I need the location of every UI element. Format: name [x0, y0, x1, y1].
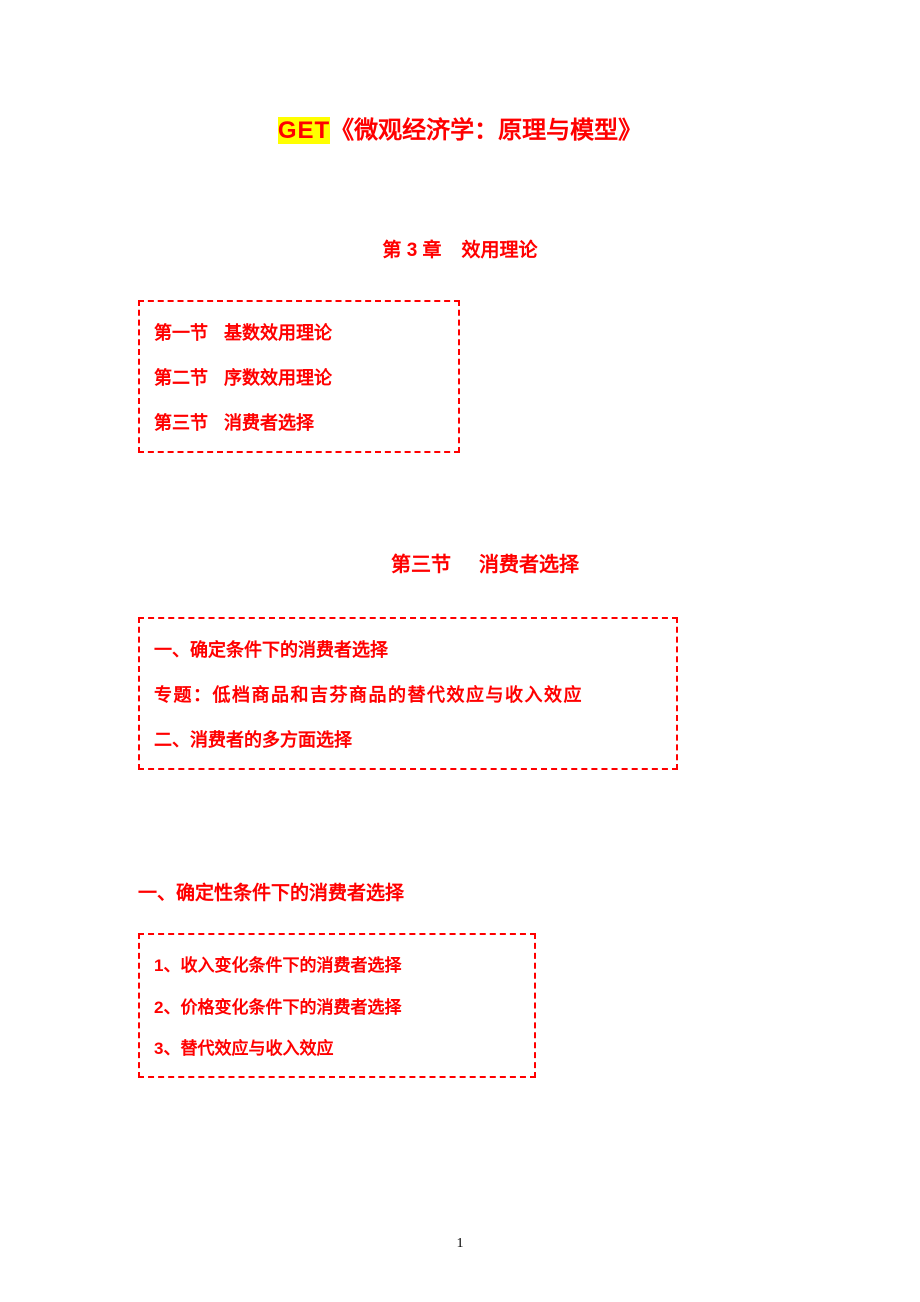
topic-item: 专题：低档商品和吉芬商品的替代效应与收入效应: [154, 682, 656, 709]
section-label: 第三节: [391, 554, 451, 576]
section-topics-box: 一、确定条件下的消费者选择 专题：低档商品和吉芬商品的替代效应与收入效应 二、消…: [138, 617, 678, 770]
chapter-name: 效用理论: [462, 240, 538, 261]
topic-item: 一、确定条件下的消费者选择: [154, 637, 656, 664]
section-item: 第二节序数效用理论: [154, 365, 438, 392]
page-number: 1: [457, 1236, 464, 1252]
section-item-text: 序数效用理论: [224, 368, 332, 388]
sub-item: 2、价格变化条件下的消费者选择: [154, 995, 514, 1021]
section-item: 第三节消费者选择: [154, 410, 438, 437]
document-title: GET《微观经济学：原理与模型》: [138, 110, 782, 145]
section-item-text: 消费者选择: [224, 413, 314, 433]
chapter-label: 第 3 章: [382, 240, 441, 261]
section-item-label: 第三节: [154, 413, 208, 433]
sub-item: 3、替代效应与收入效应: [154, 1036, 514, 1062]
get-badge: GET: [278, 117, 330, 144]
topic-item: 二、消费者的多方面选择: [154, 727, 656, 754]
section-item-label: 第一节: [154, 323, 208, 343]
chapter-sections-box: 第一节基数效用理论 第二节序数效用理论 第三节消费者选择: [138, 300, 460, 453]
section-item-label: 第二节: [154, 368, 208, 388]
section-title: 第三节 消费者选择: [138, 548, 782, 577]
subsection-items-box: 1、收入变化条件下的消费者选择 2、价格变化条件下的消费者选择 3、替代效应与收…: [138, 933, 536, 1078]
title-text: 《微观经济学：原理与模型》: [330, 117, 642, 144]
section-item: 第一节基数效用理论: [154, 320, 438, 347]
section-name: 消费者选择: [479, 554, 579, 576]
section-item-text: 基数效用理论: [224, 323, 332, 343]
chapter-title: 第 3 章效用理论: [138, 235, 782, 262]
sub-item: 1、收入变化条件下的消费者选择: [154, 953, 514, 979]
subsection-title: 一、确定性条件下的消费者选择: [138, 878, 782, 905]
